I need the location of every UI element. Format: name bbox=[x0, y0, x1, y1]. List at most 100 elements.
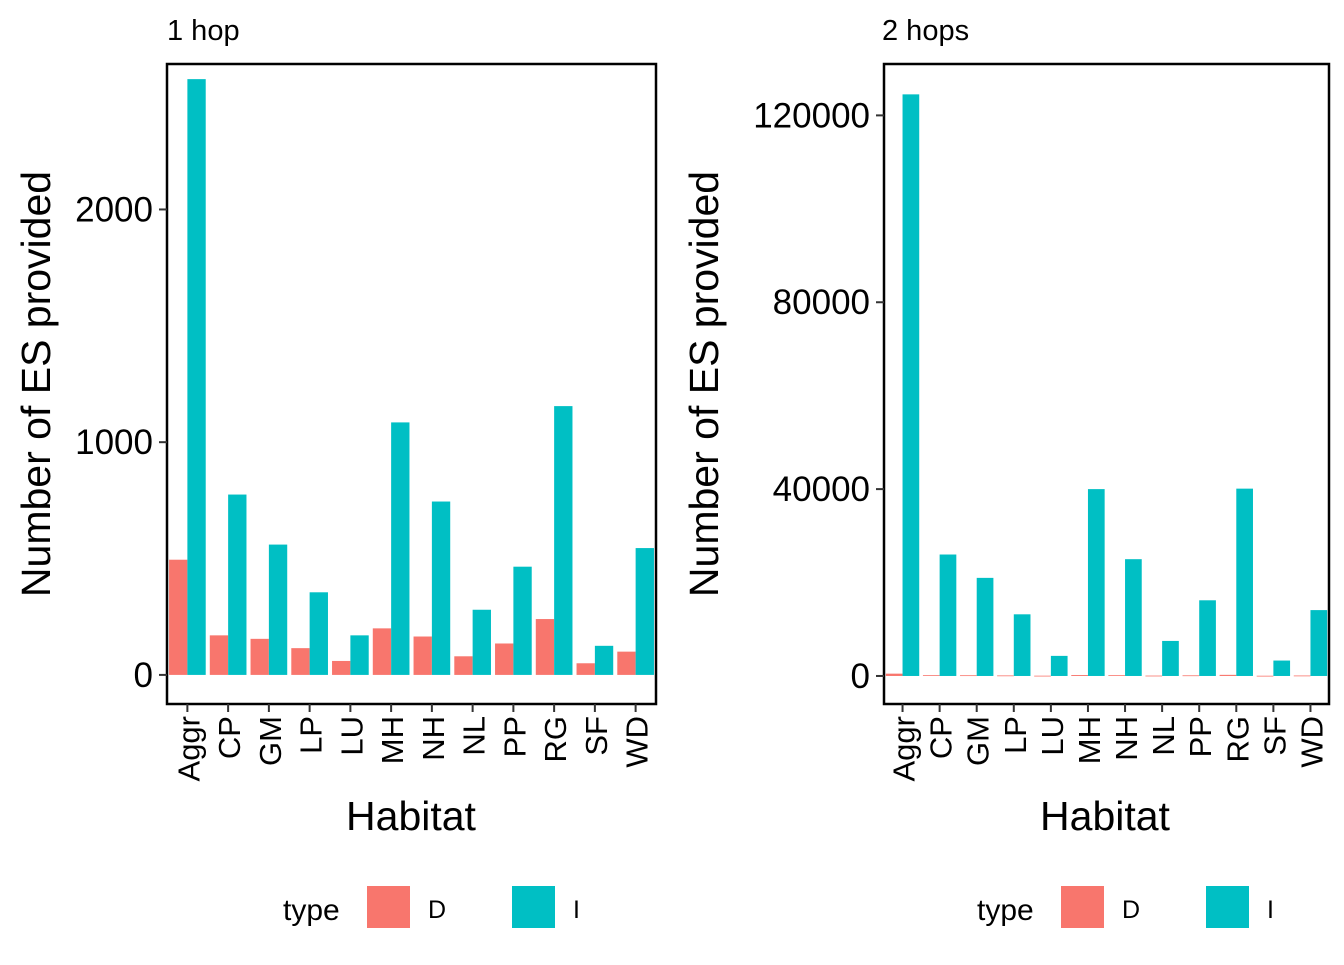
x-tick-label: PP bbox=[497, 716, 532, 757]
legend-label-I: I bbox=[573, 896, 580, 924]
bar-I-CP bbox=[228, 494, 247, 675]
bar-I-Aggr bbox=[187, 79, 206, 675]
legend-label-I: I bbox=[1267, 896, 1274, 924]
bar-I-PP bbox=[513, 566, 532, 675]
bar-I-MH bbox=[391, 422, 410, 675]
x-axis-title: Habitat bbox=[346, 793, 477, 839]
x-tick-label: NL bbox=[1146, 716, 1181, 756]
y-tick-label: 1000 bbox=[75, 423, 153, 462]
legend-key-D bbox=[1061, 886, 1104, 928]
bar-D-MH bbox=[372, 628, 392, 675]
bar-I-GM bbox=[268, 544, 288, 675]
x-tick-label: GM bbox=[253, 716, 288, 766]
bar-D-NH bbox=[413, 636, 432, 675]
bar-D-LU bbox=[1034, 675, 1051, 677]
bar-D-WD bbox=[1293, 675, 1311, 677]
x-tick-label: SF bbox=[1257, 716, 1292, 756]
bar-D-Aggr bbox=[885, 673, 903, 676]
x-tick-label: LP bbox=[998, 716, 1033, 754]
legend: type D I bbox=[977, 886, 1274, 928]
bar-D-LP bbox=[291, 648, 310, 675]
x-tick-label: WD bbox=[620, 716, 655, 768]
panel-title: 1 hop bbox=[167, 15, 240, 47]
x-tick-label: CP bbox=[924, 716, 959, 759]
bar-D-PP bbox=[495, 643, 514, 675]
legend-title: type bbox=[977, 894, 1034, 927]
plot-border bbox=[165, 62, 658, 706]
x-tick-label: PP bbox=[1183, 716, 1218, 757]
legend-key-D bbox=[367, 886, 410, 928]
y-tick-label: 80000 bbox=[773, 283, 870, 322]
y-tick-label: 0 bbox=[851, 657, 870, 696]
bar-I-NH bbox=[1125, 559, 1142, 676]
x-tick-label: GM bbox=[961, 716, 996, 766]
bar-D-GM bbox=[960, 675, 977, 677]
x-tick-label: CP bbox=[212, 716, 247, 759]
bar-I-RG bbox=[1236, 488, 1253, 676]
legend-title: type bbox=[283, 894, 340, 927]
x-axis-title: Habitat bbox=[1040, 793, 1171, 839]
x-tick-label: Aggr bbox=[171, 716, 206, 781]
x-tick-label: RG bbox=[538, 716, 573, 763]
bar-D-NL bbox=[1145, 675, 1163, 677]
y-axis-title: Number of ES provided bbox=[681, 171, 727, 597]
bar-I-LP bbox=[309, 592, 328, 675]
bar-I-NL bbox=[1162, 640, 1179, 676]
bar-D-CP bbox=[209, 635, 229, 675]
bar-D-NL bbox=[454, 656, 473, 675]
legend: type D I bbox=[283, 886, 580, 928]
bar-I-LP bbox=[1013, 614, 1031, 676]
bar-I-SF bbox=[1273, 660, 1291, 676]
panel-1: 1 hop 0 1000 2000 Aggr CP GM LP LU MH NH NL PP RG SF WD… bbox=[13, 15, 658, 928]
x-tick-label: NH bbox=[416, 716, 451, 761]
bar-I-Aggr bbox=[902, 94, 920, 676]
x-tick-label: MH bbox=[1072, 716, 1107, 764]
bar-I-PP bbox=[1199, 600, 1216, 676]
bar-D-Aggr bbox=[169, 559, 188, 675]
bar-I-CP bbox=[939, 554, 957, 676]
x-tick-label: NL bbox=[457, 716, 492, 756]
bar-I-WD bbox=[1310, 610, 1328, 676]
x-tick-label: LP bbox=[294, 716, 329, 754]
legend-label-D: D bbox=[428, 896, 446, 924]
x-tick-label: Aggr bbox=[887, 716, 922, 781]
bar-D-RG bbox=[535, 619, 555, 675]
bar-I-MH bbox=[1087, 489, 1105, 676]
bar-I-RG bbox=[554, 406, 573, 675]
bar-D-LP bbox=[997, 675, 1014, 677]
legend-key-I bbox=[1206, 886, 1249, 928]
y-tick-label: 2000 bbox=[75, 190, 153, 229]
x-tick-label: NH bbox=[1109, 716, 1144, 761]
bar-I-LU bbox=[1050, 655, 1068, 676]
x-tick-label: LU bbox=[1035, 716, 1070, 756]
bar-D-WD bbox=[617, 651, 636, 675]
legend-key-I bbox=[512, 886, 555, 928]
bar-D-NH bbox=[1108, 675, 1126, 676]
x-tick-label: SF bbox=[579, 716, 614, 756]
bar-I-WD bbox=[635, 548, 654, 675]
y-tick-label: 0 bbox=[134, 656, 153, 695]
bar-I-LU bbox=[350, 635, 369, 675]
plot-border bbox=[882, 62, 1331, 706]
x-tick-label: RG bbox=[1220, 716, 1255, 763]
bar-I-NL bbox=[472, 609, 491, 675]
y-axis-title: Number of ES provided bbox=[13, 171, 59, 597]
x-tick-label: MH bbox=[375, 716, 410, 764]
bar-D-SF bbox=[1256, 675, 1274, 677]
bar-D-GM bbox=[250, 638, 269, 675]
bar-I-SF bbox=[594, 645, 614, 675]
legend-label-D: D bbox=[1122, 896, 1140, 924]
bar-I-NH bbox=[431, 501, 451, 675]
bar-D-LU bbox=[332, 660, 351, 675]
y-tick-label: 40000 bbox=[773, 470, 870, 509]
y-tick-label: 120000 bbox=[753, 96, 870, 135]
x-tick-label: LU bbox=[334, 716, 369, 756]
bar-D-PP bbox=[1182, 675, 1200, 677]
panel-title: 2 hops bbox=[882, 15, 969, 47]
bar-D-MH bbox=[1071, 675, 1088, 676]
bar-D-RG bbox=[1219, 674, 1237, 676]
x-tick-label: WD bbox=[1294, 716, 1329, 768]
